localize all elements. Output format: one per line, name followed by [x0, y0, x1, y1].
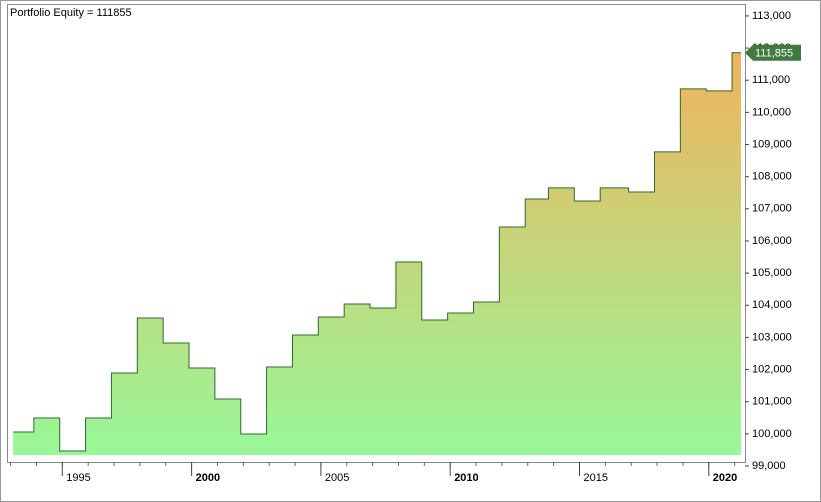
y-tick-label: 102,000: [752, 363, 792, 375]
y-tick-label: 107,000: [752, 203, 792, 215]
x-tick-label: 2010: [454, 472, 478, 484]
y-tick-label: 111,000: [752, 74, 790, 86]
y-tick-label: 109,000: [752, 138, 792, 150]
x-tick-label: 1995: [66, 472, 90, 484]
y-tick-label: 99,000: [752, 460, 786, 472]
y-tick-label: 103,000: [752, 331, 792, 343]
y-tick-label: 106,000: [752, 235, 792, 247]
y-tick-label: 104,000: [752, 299, 792, 311]
value-tag-label: 111,855: [755, 48, 793, 60]
y-tick-label: 110,000: [752, 106, 791, 118]
y-tick-label: 100,000: [752, 428, 792, 440]
y-tick-label: 108,000: [752, 171, 792, 183]
equity-line: [13, 52, 741, 452]
chart-title: Portfolio Equity = 111855: [10, 7, 132, 19]
value-tag: [745, 44, 801, 61]
x-tick-label: 2005: [325, 472, 349, 484]
equity-area: [13, 52, 741, 456]
y-tick-label: 105,000: [752, 267, 792, 279]
x-tick-label: 2020: [713, 472, 737, 484]
x-tick-label: 2015: [583, 472, 607, 484]
y-tick-label: 113,000: [752, 10, 791, 22]
y-tick-label: 101,000: [752, 396, 792, 408]
x-tick-label: 2000: [196, 472, 220, 484]
